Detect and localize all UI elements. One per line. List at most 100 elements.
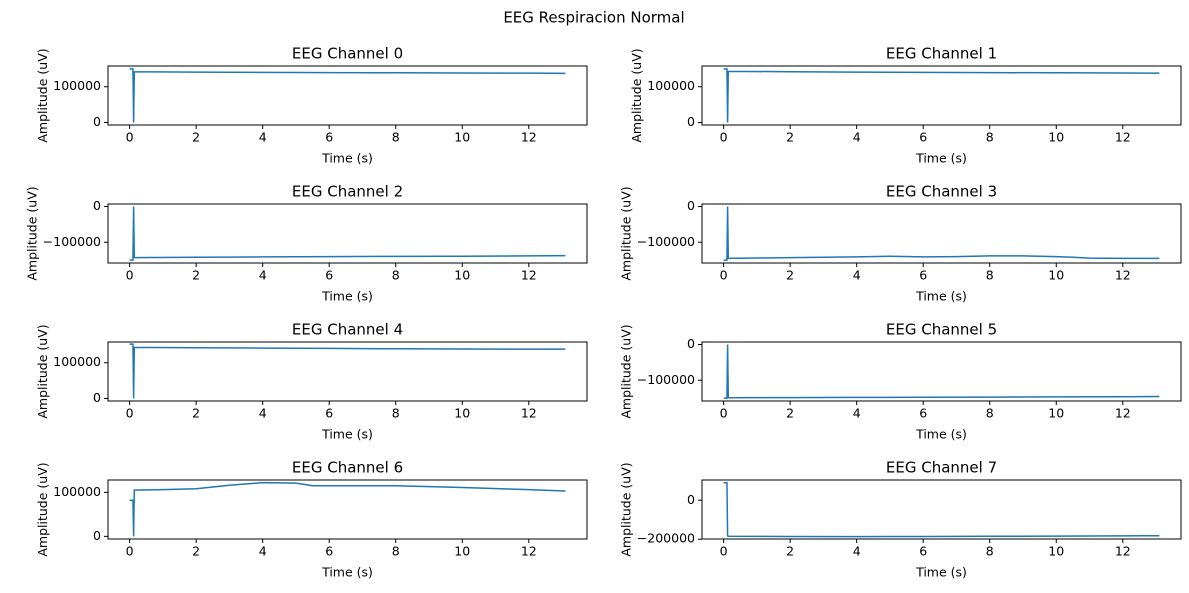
subplot-title: EEG Channel 3 <box>886 183 997 201</box>
x-tick-label: 4 <box>259 406 267 421</box>
subplot-title: EEG Channel 2 <box>292 183 403 201</box>
x-tick-label: 2 <box>786 406 794 421</box>
x-tick-label: 12 <box>1115 406 1131 421</box>
data-line <box>129 343 566 399</box>
x-axis-label: Time (s) <box>321 151 373 166</box>
x-tick-label: 10 <box>1048 544 1064 559</box>
x-tick-label: 8 <box>392 406 400 421</box>
x-tick-label: 0 <box>720 406 728 421</box>
subplot: EEG Channel 5 0 2 4 6 8 10 12 −100000 0 Time (s) Am… <box>618 321 1182 442</box>
x-tick-label: 2 <box>192 268 200 283</box>
x-axis-label: Time (s) <box>915 565 967 580</box>
y-axis-label: Amplitude (uV) <box>35 48 50 142</box>
x-tick-label: 12 <box>1115 544 1131 559</box>
y-tick-label: 0 <box>687 198 695 213</box>
x-tick-label: 6 <box>325 268 333 283</box>
x-tick-label: 0 <box>126 406 134 421</box>
subplot: EEG Channel 4 0 2 4 6 8 10 12 0 100000 Time (s) Amp… <box>35 321 588 442</box>
y-axis-label: Amplitude (uV) <box>618 186 633 280</box>
x-tick-label: 6 <box>919 544 927 559</box>
x-tick-label: 10 <box>1048 406 1064 421</box>
subplot: EEG Channel 7 0 2 4 6 8 10 12 −200000 0 Time (s) Am… <box>618 459 1182 580</box>
x-tick-label: 8 <box>392 544 400 559</box>
y-axis-label: Amplitude (uV) <box>35 462 50 556</box>
x-tick-label: 0 <box>126 544 134 559</box>
x-tick-label: 4 <box>259 130 267 145</box>
subplot: EEG Channel 6 0 2 4 6 8 10 12 0 100000 Time (s) Amp… <box>35 459 588 580</box>
x-tick-label: 6 <box>919 406 927 421</box>
x-axis-label: Time (s) <box>915 151 967 166</box>
y-tick-label: 0 <box>687 336 695 351</box>
data-line <box>129 206 566 261</box>
y-tick-label: 100000 <box>53 484 101 499</box>
y-axis-label: Amplitude (uV) <box>629 48 644 142</box>
subplot: EEG Channel 2 0 2 4 6 8 10 12 −100000 0 Time (s) Am… <box>24 183 588 304</box>
axes-frame <box>107 479 588 540</box>
y-tick-label: 0 <box>93 528 101 543</box>
subplot-title: EEG Channel 5 <box>886 321 997 339</box>
x-tick-label: 12 <box>521 406 537 421</box>
subplot: EEG Channel 3 0 2 4 6 8 10 12 −100000 0 Time (s) Am… <box>618 183 1182 304</box>
y-tick-label: −200000 <box>637 531 695 546</box>
axes-frame <box>107 203 588 264</box>
x-axis-label: Time (s) <box>915 427 967 442</box>
x-tick-label: 2 <box>786 544 794 559</box>
data-line <box>723 68 1160 123</box>
axes-frame <box>107 341 588 402</box>
x-axis-label: Time (s) <box>321 427 373 442</box>
y-axis-label: Amplitude (uV) <box>618 462 633 556</box>
subplot-title: EEG Channel 4 <box>292 321 403 339</box>
x-tick-label: 12 <box>521 268 537 283</box>
y-axis-label: Amplitude (uV) <box>24 186 39 280</box>
figure-title: EEG Respiracion Normal <box>503 9 684 27</box>
x-tick-label: 0 <box>720 130 728 145</box>
y-tick-label: 0 <box>93 390 101 405</box>
x-tick-label: 2 <box>192 544 200 559</box>
x-tick-label: 0 <box>126 268 134 283</box>
x-axis-label: Time (s) <box>321 565 373 580</box>
x-tick-label: 10 <box>454 406 470 421</box>
x-tick-label: 6 <box>325 130 333 145</box>
x-tick-label: 4 <box>853 130 861 145</box>
x-tick-label: 0 <box>720 544 728 559</box>
y-tick-label: 100000 <box>647 78 695 93</box>
x-tick-label: 8 <box>392 268 400 283</box>
x-tick-label: 12 <box>1115 130 1131 145</box>
x-tick-label: 8 <box>986 544 994 559</box>
axes-frame <box>107 65 588 126</box>
x-tick-label: 0 <box>126 130 134 145</box>
x-tick-label: 10 <box>1048 268 1064 283</box>
x-tick-label: 10 <box>454 130 470 145</box>
subplot-title: EEG Channel 1 <box>886 45 997 63</box>
x-tick-label: 2 <box>786 130 794 145</box>
y-tick-label: 0 <box>687 492 695 507</box>
x-tick-label: 10 <box>454 268 470 283</box>
y-tick-label: −100000 <box>637 234 695 249</box>
y-tick-label: −100000 <box>637 372 695 387</box>
subplot-title: EEG Channel 6 <box>292 459 403 477</box>
x-tick-label: 4 <box>853 268 861 283</box>
data-line <box>129 68 566 123</box>
x-tick-label: 12 <box>521 544 537 559</box>
data-line <box>129 481 566 537</box>
subplot: EEG Channel 1 0 2 4 6 8 10 12 0 100000 Time (s) Amp… <box>629 45 1182 166</box>
subplot-title: EEG Channel 0 <box>292 45 403 63</box>
axes-frame <box>701 479 1182 540</box>
x-tick-label: 8 <box>392 130 400 145</box>
x-tick-label: 2 <box>192 406 200 421</box>
subplot-title: EEG Channel 7 <box>886 459 997 477</box>
x-tick-label: 2 <box>192 130 200 145</box>
y-tick-label: 0 <box>93 198 101 213</box>
x-tick-label: 8 <box>986 130 994 145</box>
subplot: EEG Channel 0 0 2 4 6 8 10 12 0 100000 Time (s) Amp… <box>35 45 588 166</box>
x-tick-label: 12 <box>1115 268 1131 283</box>
x-tick-label: 4 <box>853 544 861 559</box>
x-tick-label: 4 <box>853 406 861 421</box>
data-line <box>723 481 1160 538</box>
x-tick-label: 8 <box>986 268 994 283</box>
x-tick-label: 6 <box>919 130 927 145</box>
x-tick-label: 10 <box>1048 130 1064 145</box>
y-tick-label: 100000 <box>53 354 101 369</box>
